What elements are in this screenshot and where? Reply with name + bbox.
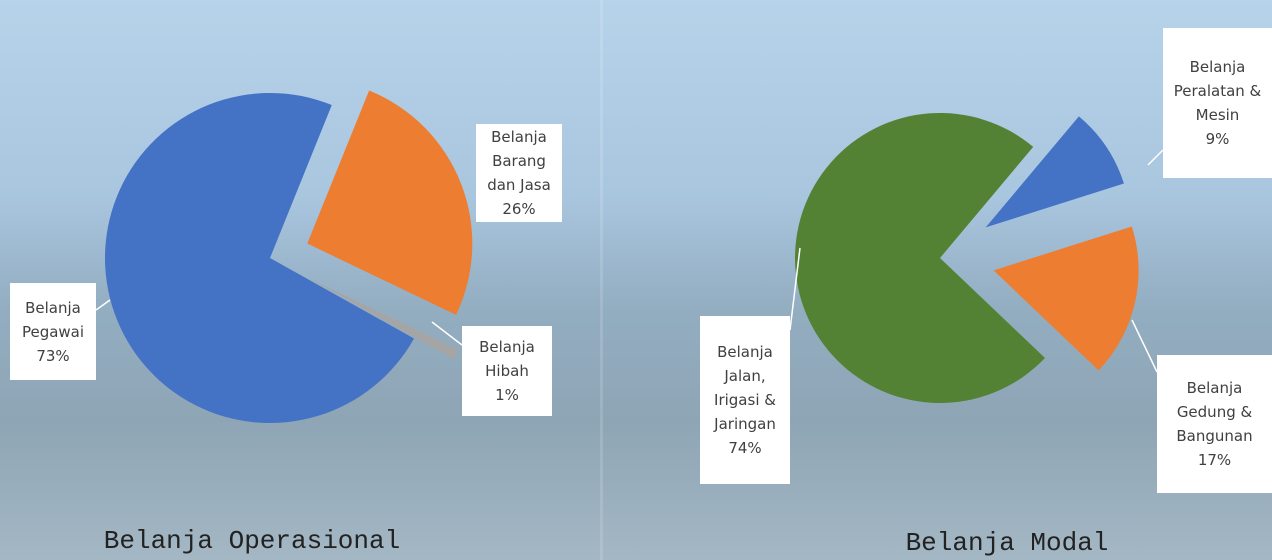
data-label: Belanja Pegawai 73% — [10, 283, 96, 380]
leader-line — [1147, 149, 1164, 166]
pie-slice — [794, 112, 1046, 403]
pie-slice — [307, 90, 473, 315]
leader-line — [431, 321, 463, 346]
chart-title: Belanja Modal — [906, 528, 1109, 558]
value-label: 73% — [36, 346, 70, 365]
category-label: Belanja Pegawai — [21, 298, 85, 341]
pie-slice — [985, 116, 1124, 228]
category-label: Belanja Hibah — [479, 338, 535, 380]
pie-slice — [105, 93, 415, 424]
category-label: Belanja Peralatan & Mesin — [1173, 58, 1262, 124]
category-label: Belanja Jalan, Irigasi & Jaringan — [714, 343, 776, 433]
category-label: Belanja Gedung & Bangunan — [1176, 379, 1253, 445]
data-label: Belanja Gedung & Bangunan 17% — [1157, 355, 1272, 493]
category-label: Belanja Barang dan Jasa — [487, 128, 551, 194]
divider — [600, 0, 603, 560]
leader-line — [789, 247, 801, 331]
data-label: Belanja Peralatan & Mesin 9% — [1163, 28, 1272, 178]
pie-slice — [309, 278, 459, 360]
leader-line — [1131, 319, 1158, 373]
pie-slice — [993, 226, 1139, 371]
value-label: 17% — [1197, 451, 1232, 469]
data-label: Belanja Hibah 1% — [462, 326, 552, 416]
value-label: 26% — [502, 200, 536, 218]
leader-line — [95, 299, 111, 311]
value-label: 74% — [728, 439, 762, 457]
data-label: Belanja Jalan, Irigasi & Jaringan 74% — [700, 316, 790, 484]
chart-title: Belanja Operasional — [104, 526, 400, 556]
value-label: 9% — [1205, 130, 1230, 148]
value-label: 1% — [495, 386, 519, 404]
data-label: Belanja Barang dan Jasa 26% — [476, 124, 562, 222]
